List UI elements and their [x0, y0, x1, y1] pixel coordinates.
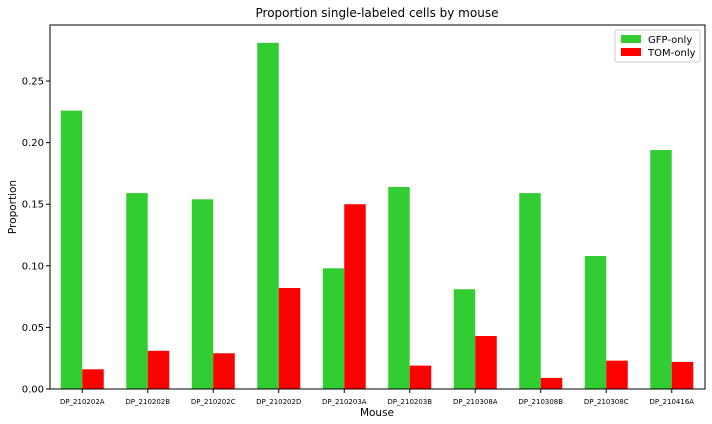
x-tick-label: DP_210416A	[649, 398, 694, 406]
y-tick-label: 0.15	[22, 200, 44, 211]
bar-tom-only-dp-210308c	[606, 360, 628, 389]
bar-tom-only-dp-210203a	[344, 204, 366, 389]
bar-gfp-only-dp-210202c	[191, 199, 214, 389]
bars-group	[60, 42, 694, 390]
y-tick-label: 0.05	[22, 323, 44, 334]
bar-tom-only-dp-210202c	[213, 353, 235, 389]
legend-swatch-tom-only	[621, 48, 641, 56]
plot-frame	[49, 24, 706, 390]
bar-gfp-only-dp-210203a	[322, 268, 345, 389]
bar-gfp-only-dp-210203b	[388, 186, 410, 389]
bar-gfp-only-dp-210202b	[126, 193, 148, 389]
x-tick-label: DP_210202A	[60, 398, 105, 406]
x-tick-label: DP_210308C	[584, 398, 629, 406]
bar-gfp-only-dp-210308c	[584, 255, 607, 389]
x-tick-label: DP_210202C	[191, 398, 236, 406]
y-tick-label: 0.25	[22, 77, 44, 88]
x-axis-ticks: DP_210202A DP_210202B DP_210202C DP_210202D…	[60, 389, 694, 406]
y-tick-label: 0.00	[22, 385, 44, 396]
bar-tom-only-dp-210416a	[671, 361, 694, 389]
legend-label-tom-only: TOM-only	[647, 48, 696, 59]
legend-swatch-gfp-only	[621, 35, 641, 43]
bar-tom-only-dp-210203b	[409, 365, 432, 389]
x-tick-label: DP_210202B	[125, 398, 170, 406]
x-axis-label: Mouse	[360, 407, 394, 419]
bar-tom-only-dp-210202b	[147, 350, 170, 389]
x-tick-label: DP_210203B	[387, 398, 432, 406]
y-tick-label: 0.20	[22, 138, 44, 149]
x-tick-label: DP_210203A	[322, 398, 367, 406]
legend: GFP-only TOM-only	[614, 29, 701, 63]
legend-label-gfp-only: GFP-only	[648, 35, 692, 46]
bar-tom-only-dp-210308a	[475, 336, 497, 389]
bar-tom-only-dp-210308b	[540, 377, 563, 389]
bar-tom-only-dp-210202d	[278, 287, 301, 389]
bar-gfp-only-dp-210416a	[650, 150, 672, 389]
bar-tom-only-dp-210202a	[82, 369, 104, 389]
chart-title: Proportion single-labeled cells by mouse	[256, 6, 499, 20]
y-axis-label: Proportion	[7, 180, 19, 234]
bar-gfp-only-dp-210308a	[453, 289, 476, 389]
y-axis-ticks: 0.00 0.05 0.10 0.15 0.20 0.25	[22, 77, 50, 396]
x-tick-label: DP_210308B	[518, 398, 563, 406]
bar-gfp-only-dp-210202d	[257, 42, 279, 390]
x-tick-label: DP_210308A	[453, 398, 498, 406]
bar-gfp-only-dp-210308b	[519, 193, 541, 389]
y-tick-label: 0.10	[22, 261, 44, 272]
x-tick-label: DP_210202D	[256, 398, 301, 406]
bar-gfp-only-dp-210202a	[60, 110, 83, 390]
